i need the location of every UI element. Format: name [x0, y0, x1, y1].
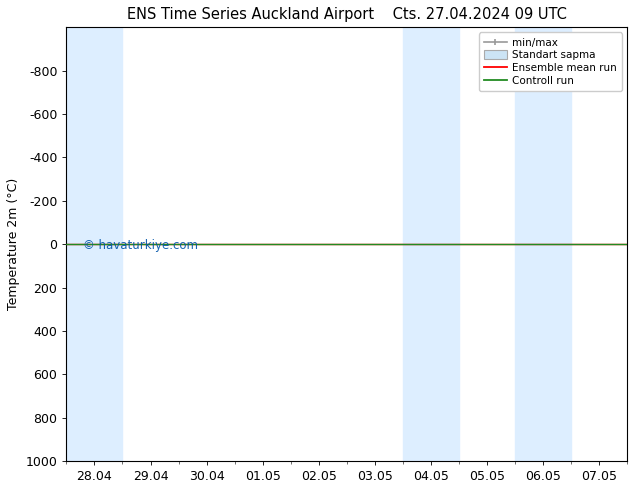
Y-axis label: Temperature 2m (°C): Temperature 2m (°C) [7, 178, 20, 310]
Text: © havaturkiye.com: © havaturkiye.com [83, 239, 198, 252]
Bar [67, 27, 122, 461]
Title: ENS Time Series Auckland Airport    Cts. 27.04.2024 09 UTC: ENS Time Series Auckland Airport Cts. 27… [127, 7, 567, 22]
Bar [515, 27, 571, 461]
Bar [403, 27, 459, 461]
Legend: min/max, Standart sapma, Ensemble mean run, Controll run: min/max, Standart sapma, Ensemble mean r… [479, 32, 622, 91]
